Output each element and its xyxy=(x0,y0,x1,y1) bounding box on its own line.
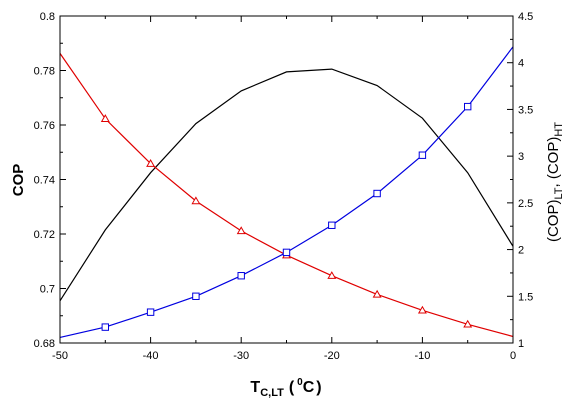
y-left-tick-label: 0.7 xyxy=(40,284,55,296)
series-1-point xyxy=(463,319,473,328)
x-tick-label: -50 xyxy=(52,350,68,362)
series-2-point xyxy=(192,292,200,300)
series-line-2 xyxy=(59,46,514,338)
series-line-1 xyxy=(59,53,514,338)
series-2-point xyxy=(418,151,427,159)
y-axis-left-title: COP xyxy=(10,164,27,197)
axes-layer: -50 -40 -30 -20 -10 0 0.68 0.7 0.72 0.74 0.76 0.78 0… xyxy=(34,11,534,362)
y-left-tick-label: 0.68 xyxy=(34,338,55,350)
series-2-point xyxy=(101,323,109,331)
y-right-tick-label: 3.5 xyxy=(518,104,533,116)
y-axis-right-title: (COP)LT, (COP)HT xyxy=(545,122,565,242)
x-tick-label: 0 xyxy=(510,350,516,362)
x-tick-label: -40 xyxy=(143,350,159,362)
series-2-point xyxy=(282,248,291,257)
series-2-point xyxy=(373,189,381,198)
y-left-tick-label: 0.72 xyxy=(34,229,55,241)
series-1-point xyxy=(100,114,110,122)
y-right-tick-label: 3 xyxy=(518,151,524,163)
y-right-tick-label: 2 xyxy=(518,245,524,257)
series-2-point xyxy=(328,221,336,229)
y-right-tick-label: 1 xyxy=(518,338,524,350)
y-left-tick-label: 0.78 xyxy=(34,66,55,78)
y-left-tick-label: 0.74 xyxy=(34,175,55,187)
plot-frame xyxy=(59,15,514,344)
series-1-point xyxy=(191,196,201,205)
series-2-point xyxy=(464,102,472,111)
y-left-tick-label: 0.76 xyxy=(34,120,55,132)
y-right-tick-label: 2.5 xyxy=(518,198,533,210)
series-1-point xyxy=(417,305,427,314)
y-right-tick-label: 1.5 xyxy=(518,291,533,303)
series-1-point xyxy=(372,289,382,298)
x-tick-label: -20 xyxy=(324,350,340,362)
series-1-point xyxy=(327,271,337,279)
x-tick-label: -30 xyxy=(233,350,249,362)
series-2-point xyxy=(237,272,245,280)
series-2-point xyxy=(146,308,155,316)
x-tick-label: -10 xyxy=(414,350,430,362)
series-line-0 xyxy=(59,68,514,302)
series-1-point xyxy=(146,159,156,167)
y-left-tick-label: 0.8 xyxy=(40,11,55,23)
series-1-point xyxy=(236,226,246,235)
y-right-tick-label: 4.5 xyxy=(518,11,533,23)
x-axis-title: TC,LT(0C) xyxy=(250,377,321,399)
series-layer xyxy=(59,46,514,338)
y-right-tick-label: 4 xyxy=(518,58,524,70)
